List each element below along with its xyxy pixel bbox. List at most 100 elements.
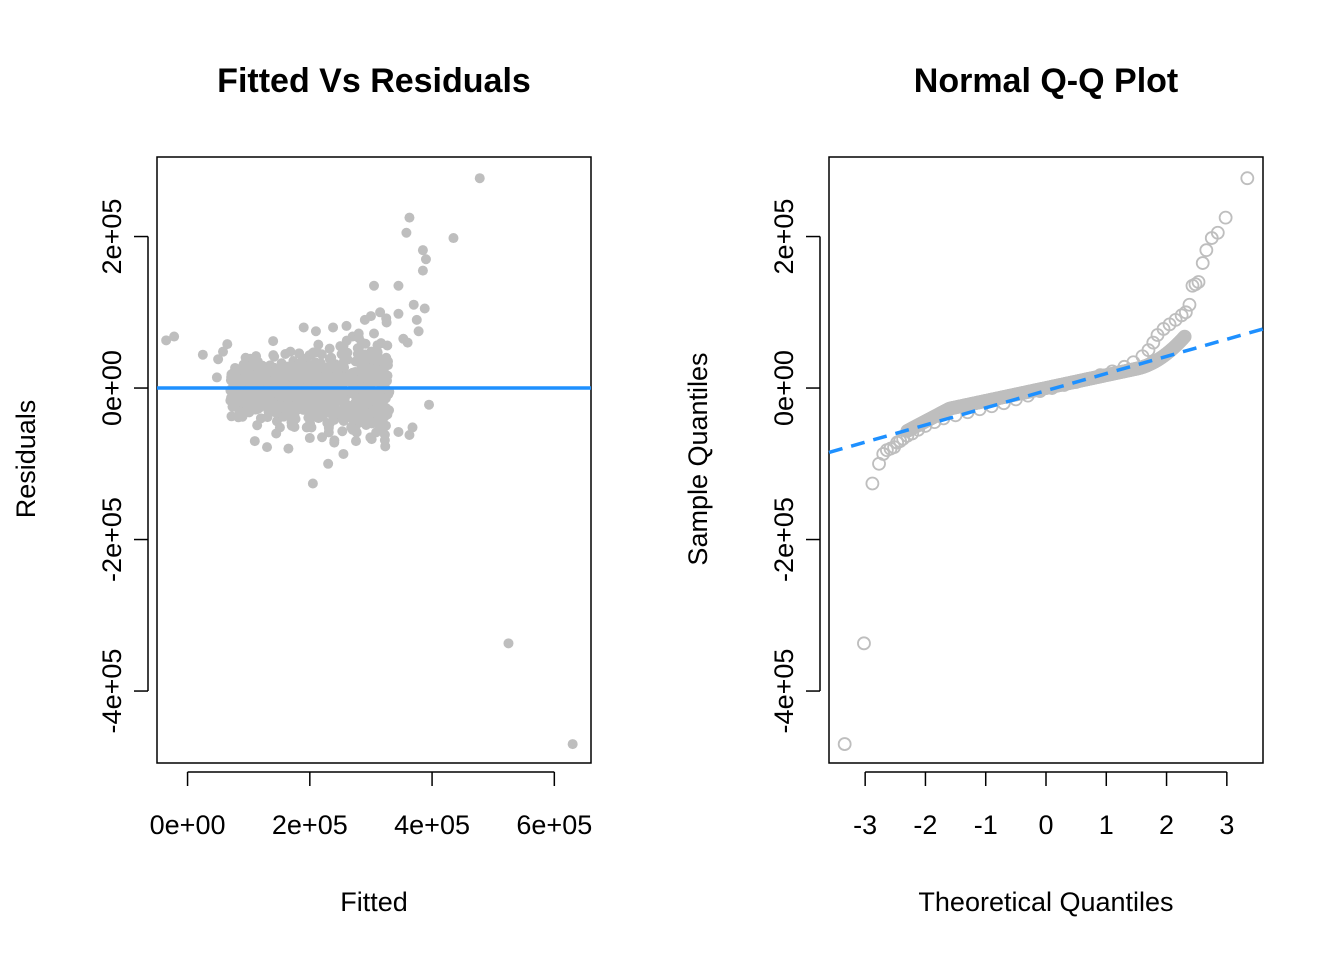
data-point <box>350 436 361 447</box>
data-point <box>370 364 381 375</box>
reference-line <box>828 327 1264 455</box>
data-point <box>424 399 435 410</box>
data-point <box>369 387 380 398</box>
plot-frame <box>828 156 1264 764</box>
data-point <box>313 339 324 350</box>
data-point <box>280 404 291 415</box>
data-point <box>289 389 300 400</box>
data-point <box>298 322 309 333</box>
chart-title: Fitted Vs Residuals <box>217 62 531 100</box>
x-tick-label: 0e+00 <box>150 810 226 840</box>
data-point <box>307 362 318 373</box>
data-point <box>213 354 224 365</box>
data-point <box>285 346 296 357</box>
data-point <box>1174 333 1189 347</box>
data-point <box>1177 329 1192 344</box>
data-point <box>1175 332 1190 346</box>
data-point <box>277 374 288 385</box>
data-point <box>274 422 285 433</box>
data-point <box>222 339 233 350</box>
data-point <box>316 349 327 360</box>
plot-frame <box>156 156 592 764</box>
y-axis: -4e+05 -2e+05 0e+00 2e+05 <box>97 199 149 733</box>
y-tick-label: 2e+05 <box>97 199 127 275</box>
data-point <box>286 420 297 431</box>
x-tick-label: 3 <box>1219 810 1234 840</box>
data-point <box>218 346 229 357</box>
x-tick-label: 4e+05 <box>394 810 470 840</box>
data-point <box>347 367 358 378</box>
normal-qq-panel: Normal Q-Q Plot Theoretical Quantiles Sa… <box>683 62 1264 917</box>
data-point <box>324 353 335 364</box>
data-point <box>324 343 335 354</box>
data-point <box>393 280 404 291</box>
data-point <box>342 402 353 413</box>
data-point <box>323 427 334 438</box>
data-point <box>161 335 172 346</box>
data-point <box>404 430 415 441</box>
data-point <box>1195 256 1210 270</box>
data-point <box>253 403 264 414</box>
data-point <box>503 638 514 649</box>
y-tick-label: 2e+05 <box>769 199 799 275</box>
data-point <box>376 410 387 421</box>
data-point <box>1173 334 1188 349</box>
data-point <box>256 373 267 384</box>
data-point <box>1199 243 1214 258</box>
data-point <box>417 245 428 256</box>
data-point <box>337 426 348 437</box>
data-point <box>413 326 424 337</box>
y-axis-label: Sample Quantiles <box>683 352 713 565</box>
data-point <box>341 335 352 346</box>
data-point <box>323 362 334 373</box>
data-point <box>347 413 358 424</box>
data-point <box>252 420 263 431</box>
data-point <box>365 311 376 322</box>
data-point <box>331 397 342 408</box>
data-point <box>380 393 391 404</box>
data-point <box>291 371 302 382</box>
data-point <box>393 426 404 437</box>
data-point <box>411 314 422 325</box>
y-tick-label: -2e+05 <box>97 497 127 582</box>
y-tick-label: -2e+05 <box>769 497 799 582</box>
data-point <box>307 370 318 381</box>
data-point <box>360 361 371 372</box>
data-point <box>375 354 386 365</box>
x-tick-label: 2 <box>1159 810 1174 840</box>
data-point <box>336 410 347 421</box>
data-point <box>1240 171 1255 186</box>
data-point <box>357 372 368 383</box>
data-point <box>382 370 393 381</box>
data-point <box>393 308 404 319</box>
data-point <box>308 347 319 358</box>
data-point <box>269 351 280 362</box>
data-point <box>351 427 362 438</box>
data-point <box>231 367 242 378</box>
data-point <box>408 299 419 310</box>
x-tick-label: -1 <box>974 810 998 840</box>
data-point <box>251 351 262 362</box>
data-point <box>567 739 578 750</box>
x-axis: 0e+00 2e+05 4e+05 6e+05 <box>150 771 592 840</box>
data-point <box>351 406 362 417</box>
data-point <box>837 737 852 751</box>
data-point <box>302 391 313 402</box>
data-point <box>338 448 349 459</box>
data-point <box>401 227 412 238</box>
data-point <box>373 399 384 410</box>
data-point <box>1146 335 1161 350</box>
data-points <box>837 171 1255 751</box>
data-point <box>281 392 292 403</box>
data-point <box>1176 330 1191 345</box>
data-point <box>381 317 392 328</box>
data-point <box>233 412 244 423</box>
data-point <box>402 337 413 348</box>
data-point <box>352 343 363 354</box>
data-point <box>865 476 880 491</box>
data-point <box>272 400 283 411</box>
data-point <box>304 433 315 444</box>
data-point <box>342 354 353 365</box>
x-tick-label: 6e+05 <box>516 810 592 840</box>
